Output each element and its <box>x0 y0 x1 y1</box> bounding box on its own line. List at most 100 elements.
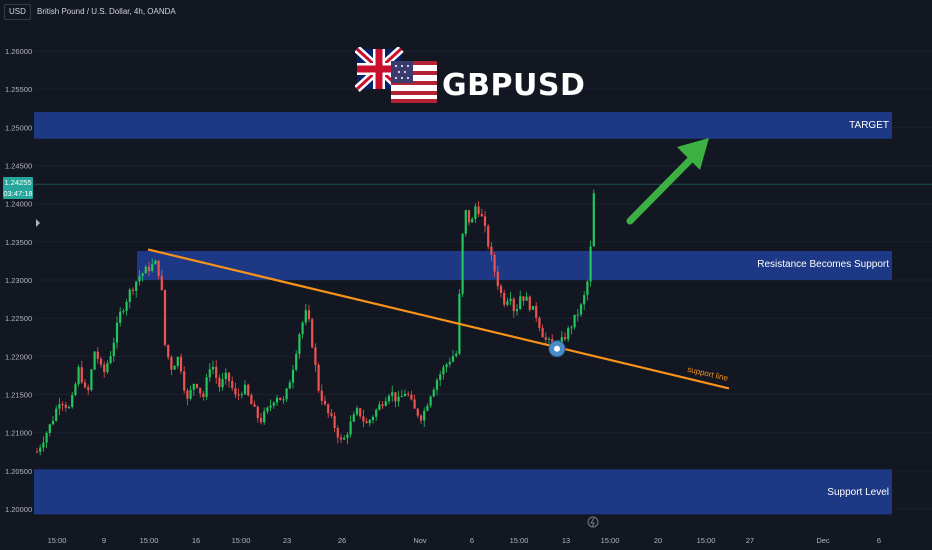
candle-body <box>429 396 432 406</box>
candle-body <box>192 383 195 390</box>
candle-body <box>298 334 301 354</box>
candle-body <box>381 404 384 406</box>
y-tick-label: 1.20000 <box>5 505 32 514</box>
candle-body <box>563 337 567 340</box>
candle-body <box>227 372 231 382</box>
price-marker-icon <box>36 219 40 227</box>
y-tick-label: 1.20500 <box>5 467 32 476</box>
candle-body <box>589 246 592 282</box>
candle-body <box>567 328 570 340</box>
candle-body <box>397 396 400 402</box>
currency-badge[interactable]: USD <box>4 4 31 20</box>
candle-body <box>573 314 576 328</box>
candle-body <box>186 390 189 399</box>
candle-body <box>237 394 240 396</box>
pair-title: GBPUSD <box>442 68 586 103</box>
candle-body <box>51 420 55 425</box>
candle-body <box>435 380 439 390</box>
x-tick-label: 27 <box>746 536 754 545</box>
candle-body <box>39 447 42 452</box>
candle-body <box>256 406 259 419</box>
x-tick-label: 15:00 <box>48 536 67 545</box>
candle-body <box>576 314 579 316</box>
candle-body <box>423 410 426 421</box>
candle-body <box>314 347 317 365</box>
candle-body <box>592 193 595 247</box>
candle-body <box>535 305 538 318</box>
candle-body <box>483 216 487 227</box>
candle-body <box>327 404 330 414</box>
last-price-tag: 1.24255 03:47:18 <box>3 177 33 199</box>
candle-body <box>579 304 583 315</box>
candle-body <box>218 377 221 388</box>
candle-body <box>512 298 515 312</box>
x-tick-label: 26 <box>338 536 346 545</box>
candle-body <box>509 298 512 302</box>
candle-body <box>285 388 288 400</box>
lightning-icon <box>587 516 599 528</box>
candle-body <box>320 390 323 401</box>
candle-body <box>269 405 272 408</box>
candle-body <box>67 407 71 409</box>
last-price-value: 1.24255 <box>4 178 32 187</box>
candle-body <box>394 392 397 402</box>
candle-body <box>99 358 103 365</box>
candle-body <box>189 389 192 399</box>
candle-body <box>288 382 291 389</box>
candle-body <box>263 411 266 423</box>
candle-body <box>391 392 394 396</box>
candle-body <box>141 273 144 277</box>
candle-body <box>333 415 336 428</box>
candle-body <box>368 419 371 424</box>
candle-body <box>499 286 503 293</box>
candle-body <box>547 338 551 340</box>
candle-body <box>208 369 211 378</box>
us-flag-icon <box>391 61 437 103</box>
candle-body <box>464 210 467 234</box>
candle-body <box>250 395 253 405</box>
candle-body <box>231 381 234 389</box>
y-tick-label: 1.21000 <box>5 429 32 438</box>
support-trendline <box>147 248 730 390</box>
candle-body <box>352 414 355 422</box>
x-tick-label: 9 <box>102 536 106 545</box>
candle-body <box>410 394 413 400</box>
candle-body <box>384 401 387 406</box>
candle-body <box>48 424 51 434</box>
candle-body <box>474 206 477 220</box>
candle-body <box>560 337 563 344</box>
candle-body <box>167 344 170 358</box>
price-zone <box>34 469 892 515</box>
candle-body <box>74 384 77 396</box>
candle-body <box>538 317 541 328</box>
candle-body <box>83 382 87 388</box>
candle-body <box>362 416 365 422</box>
target-arrow-head <box>677 138 709 170</box>
x-tick-label: 15:00 <box>510 536 529 545</box>
candle-body <box>448 361 451 365</box>
candle-body <box>304 310 307 323</box>
candle-body <box>93 351 96 370</box>
y-tick-label: 1.24000 <box>5 200 32 209</box>
y-tick-label: 1.25500 <box>5 85 32 94</box>
candle-body <box>451 356 455 362</box>
axes: 1.20000 1.20500 1.21000 1.21500 1.22000 1.225… <box>5 47 881 545</box>
candle-body <box>477 206 480 215</box>
candle-body <box>144 266 147 274</box>
x-tick-label: 15:00 <box>232 536 251 545</box>
x-tick-label: 20 <box>654 536 662 545</box>
zone-label-resistance-support: Resistance Becomes Support <box>757 259 889 270</box>
x-tick-label: Nov <box>413 536 427 545</box>
candle-body <box>243 384 247 395</box>
candle-body <box>115 322 119 343</box>
candle-body <box>522 296 525 301</box>
y-tick-label: 1.23500 <box>5 238 32 247</box>
candle-body <box>61 404 64 406</box>
candle-body <box>58 404 61 409</box>
candle-body <box>467 210 471 223</box>
candle-body <box>336 427 339 438</box>
candle-body <box>349 421 352 435</box>
candle-body <box>96 351 99 359</box>
y-tick-label: 1.22000 <box>5 352 32 361</box>
